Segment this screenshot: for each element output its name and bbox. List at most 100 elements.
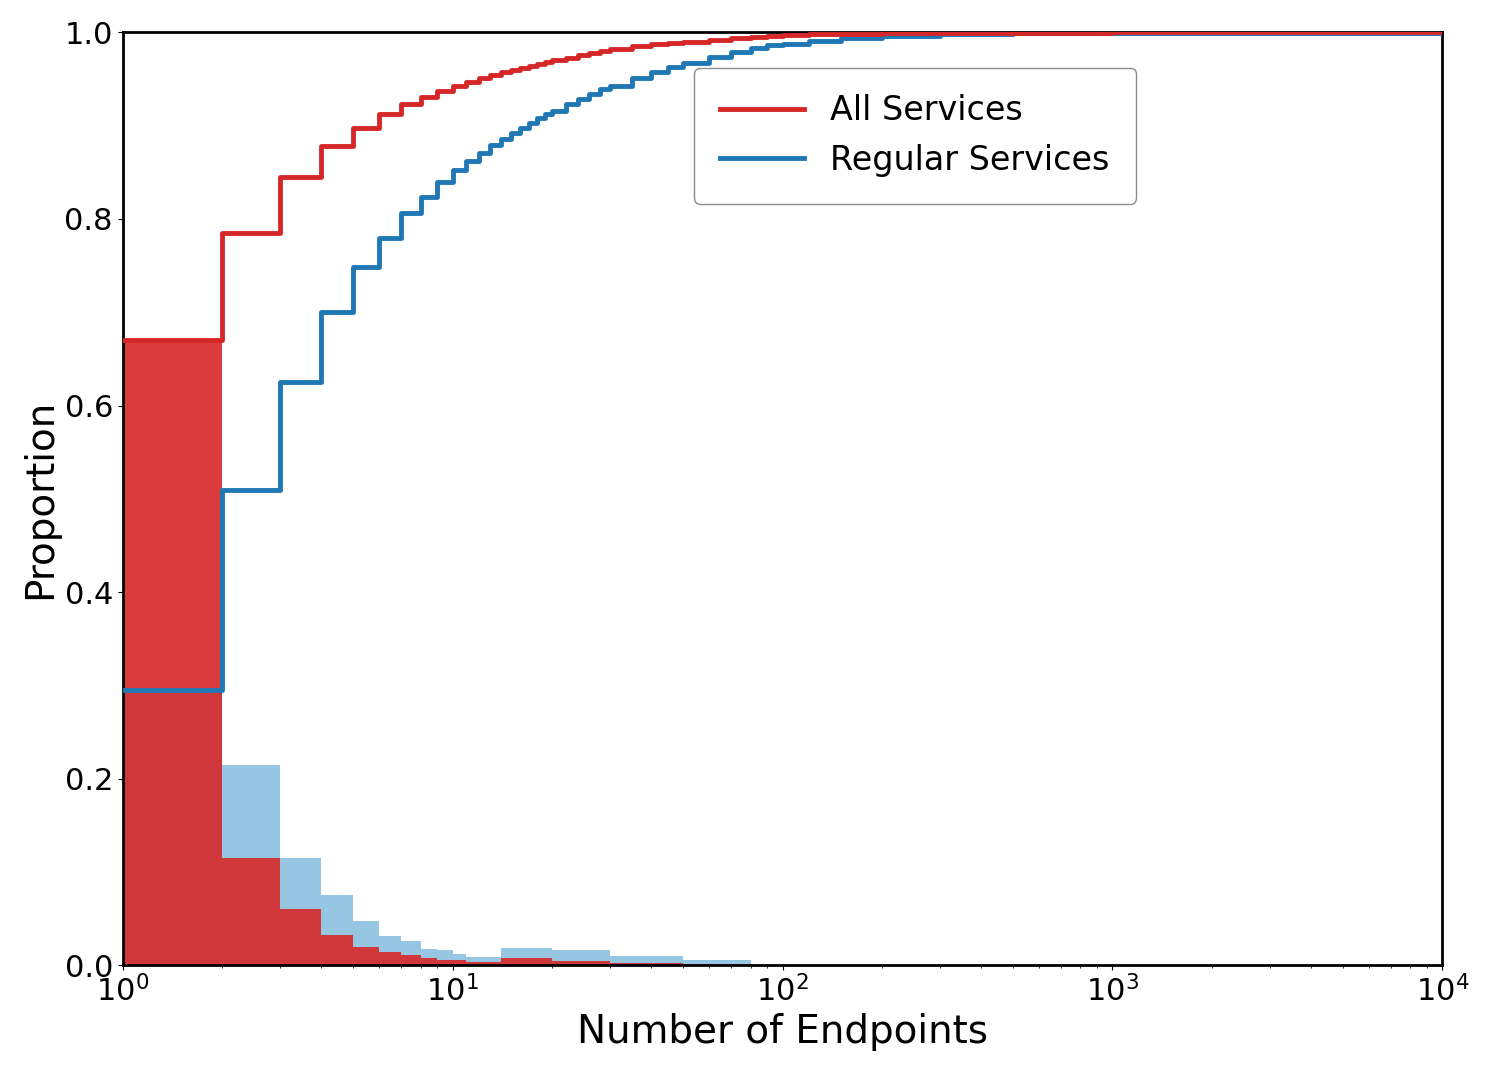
Bar	[501, 948, 551, 966]
Regular Services	[557, 98, 575, 110]
All Services	[873, 27, 891, 40]
All Services	[758, 30, 776, 43]
All Services	[1004, 26, 1022, 39]
Regular Services	[481, 138, 499, 151]
Bar	[501, 958, 551, 966]
Bar	[222, 764, 280, 966]
Regular Services	[1104, 27, 1122, 40]
Regular Services	[642, 65, 660, 78]
Bar	[322, 935, 353, 966]
Bar	[401, 955, 420, 966]
All Services	[1104, 26, 1122, 39]
All Services	[371, 108, 389, 121]
All Services	[502, 63, 520, 76]
Regular Services	[113, 684, 131, 697]
All Services	[723, 31, 741, 44]
Regular Services	[271, 376, 289, 389]
Regular Services	[931, 28, 949, 41]
Regular Services	[520, 117, 538, 130]
Bar	[122, 340, 222, 966]
Regular Services	[592, 83, 609, 95]
Regular Services	[623, 72, 641, 85]
Bar	[401, 941, 420, 966]
Regular Services	[600, 79, 618, 92]
All Services	[392, 98, 410, 110]
Regular Services	[457, 154, 475, 167]
Regular Services	[502, 126, 520, 139]
All Services	[581, 46, 599, 59]
Regular Services	[742, 42, 760, 55]
All Services	[271, 170, 289, 183]
Regular Services	[444, 164, 462, 177]
Bar	[420, 958, 438, 966]
Regular Services	[469, 146, 487, 159]
Bar	[280, 858, 322, 966]
Regular Services	[758, 39, 776, 51]
Regular Services	[344, 260, 362, 273]
Regular Services	[527, 111, 545, 124]
All Services	[557, 51, 575, 64]
Bar	[380, 936, 401, 966]
Regular Services	[873, 30, 891, 43]
Bar	[380, 952, 401, 966]
Bar	[353, 921, 380, 966]
Regular Services	[492, 132, 510, 145]
All Services	[213, 226, 231, 239]
Bar	[551, 961, 609, 966]
Line: All Services: All Services	[122, 32, 1442, 340]
Regular Services	[800, 34, 818, 47]
All Services	[344, 121, 362, 134]
Regular Services	[411, 190, 429, 203]
Regular Services	[675, 57, 693, 70]
Bar	[438, 959, 453, 966]
Regular Services	[371, 232, 389, 244]
Regular Services	[535, 108, 553, 121]
All Services	[542, 54, 560, 66]
Bar	[609, 956, 684, 966]
All Services	[831, 27, 849, 40]
Regular Services	[429, 175, 447, 188]
Regular Services	[700, 50, 718, 63]
All Services	[569, 48, 587, 61]
Bar	[684, 959, 751, 966]
Regular Services	[392, 207, 410, 220]
All Services	[1433, 26, 1451, 39]
All Services	[527, 58, 545, 71]
Bar	[353, 947, 380, 966]
Bar	[322, 895, 353, 966]
All Services	[623, 40, 641, 53]
All Services	[592, 45, 609, 58]
All Services	[492, 66, 510, 79]
All Services	[600, 43, 618, 56]
Bar	[609, 963, 684, 966]
X-axis label: Number of Endpoints: Number of Endpoints	[577, 1013, 988, 1052]
All Services	[800, 28, 818, 41]
All Services	[313, 139, 331, 152]
Regular Services	[313, 306, 331, 318]
All Services	[520, 59, 538, 72]
All Services	[469, 72, 487, 85]
Bar	[551, 950, 609, 966]
Regular Services	[511, 121, 529, 134]
All Services	[411, 90, 429, 103]
All Services	[700, 33, 718, 46]
Bar	[466, 957, 501, 966]
Bar	[280, 909, 322, 966]
All Services	[773, 29, 791, 42]
Regular Services	[773, 38, 791, 50]
All Services	[511, 61, 529, 74]
All Services	[535, 56, 553, 69]
Y-axis label: Proportion: Proportion	[21, 399, 58, 599]
Regular Services	[1004, 27, 1022, 40]
All Services	[931, 27, 949, 40]
All Services	[659, 36, 676, 49]
All Services	[113, 333, 131, 346]
Bar	[466, 962, 501, 966]
All Services	[481, 69, 499, 81]
Bar	[684, 964, 751, 966]
All Services	[642, 38, 660, 50]
Bar	[222, 858, 280, 966]
All Services	[675, 35, 693, 48]
Legend: All Services, Regular Services: All Services, Regular Services	[693, 68, 1137, 204]
Regular Services	[581, 88, 599, 101]
